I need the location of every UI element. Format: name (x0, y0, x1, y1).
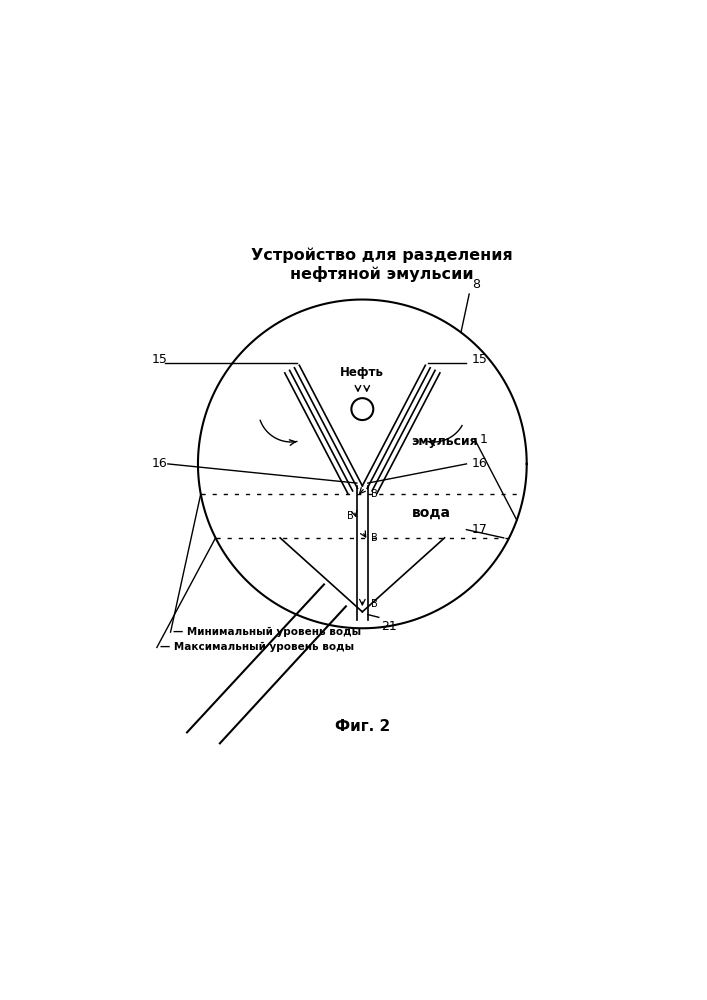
Text: 8: 8 (472, 278, 480, 291)
Text: 16: 16 (472, 457, 488, 470)
Text: эмульсия: эмульсия (411, 435, 478, 448)
Text: Нефть: Нефть (340, 366, 385, 379)
Text: 17: 17 (472, 523, 488, 536)
Text: Фиг. 2: Фиг. 2 (334, 719, 390, 734)
Text: В: В (370, 533, 378, 543)
Text: 1: 1 (480, 433, 488, 446)
Text: В: В (370, 489, 378, 499)
Text: 15: 15 (151, 353, 168, 366)
Text: В: В (347, 511, 354, 521)
Text: вода: вода (411, 506, 450, 520)
Text: В: В (370, 599, 378, 609)
Text: — Минимальный уровень воды: — Минимальный уровень воды (173, 627, 361, 637)
Text: 16: 16 (151, 457, 167, 470)
Text: 15: 15 (472, 353, 488, 366)
Text: 21: 21 (382, 620, 397, 633)
Text: — Максимальный уровень воды: — Максимальный уровень воды (160, 642, 354, 652)
Text: Устройство для разделения
нефтяной эмульсии: Устройство для разделения нефтяной эмуль… (251, 247, 513, 282)
